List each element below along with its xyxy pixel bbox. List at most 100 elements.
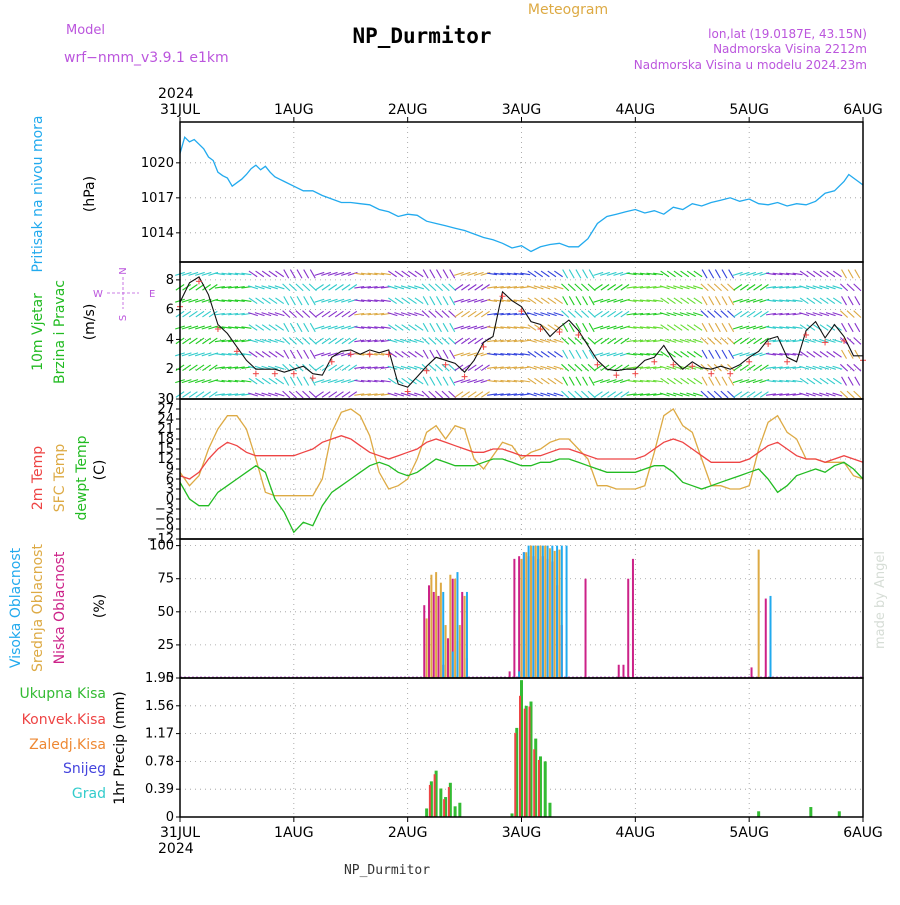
wind-barb bbox=[752, 325, 763, 330]
wind-barb bbox=[474, 337, 484, 345]
y-tick-label: 0 bbox=[166, 671, 174, 686]
wind-barb bbox=[540, 312, 551, 317]
wind-barb bbox=[341, 271, 351, 276]
wind-barb bbox=[407, 351, 417, 358]
wind-barb bbox=[328, 391, 338, 398]
cloud-bar bbox=[584, 578, 587, 678]
cloud-bar bbox=[537, 545, 540, 678]
wind-barb bbox=[467, 364, 477, 372]
cloud-bar bbox=[432, 591, 435, 678]
wind-barb bbox=[268, 365, 278, 370]
wind-barb bbox=[289, 349, 296, 359]
wind-barb bbox=[613, 337, 623, 345]
wind-barb bbox=[733, 364, 743, 372]
wind-barb bbox=[659, 392, 670, 397]
wind-barb bbox=[296, 322, 303, 333]
temp-side-label-2: SFC Temp bbox=[52, 444, 68, 513]
wind-barb bbox=[534, 297, 544, 304]
wind-barb bbox=[708, 296, 715, 306]
wind-barb bbox=[680, 351, 690, 358]
wind-barb bbox=[646, 312, 657, 316]
wind-barb bbox=[283, 296, 290, 306]
wind-barb bbox=[360, 272, 371, 276]
wind-barb bbox=[500, 379, 511, 383]
wind-barb bbox=[309, 269, 316, 279]
wind-barb bbox=[606, 379, 617, 384]
wind-barb bbox=[533, 338, 544, 343]
wind-barb bbox=[401, 324, 411, 331]
wind-barb bbox=[354, 326, 365, 329]
cloud-bar bbox=[442, 591, 445, 678]
wind-barb bbox=[407, 297, 417, 304]
wind-barb bbox=[620, 337, 630, 345]
wind-barb bbox=[600, 310, 610, 318]
wind-barb bbox=[181, 271, 192, 276]
wind-barb bbox=[254, 285, 265, 290]
wind-barb bbox=[588, 349, 595, 359]
wind-barb bbox=[354, 339, 365, 343]
wind-barb bbox=[554, 324, 563, 331]
wind-barb bbox=[701, 322, 708, 333]
wind-barb bbox=[274, 392, 285, 397]
wind-barb bbox=[813, 297, 822, 304]
wind-barb bbox=[679, 338, 690, 343]
precip-bar bbox=[538, 756, 542, 817]
cloud-bar bbox=[522, 552, 525, 678]
wind-barb bbox=[540, 297, 550, 304]
wind-barb bbox=[414, 351, 424, 358]
wind-barb bbox=[188, 391, 198, 398]
wind-barb bbox=[314, 325, 325, 330]
cloud-bar bbox=[458, 625, 461, 678]
wind-barb bbox=[626, 272, 637, 276]
wind-barb bbox=[467, 284, 477, 291]
wind-barb bbox=[394, 270, 404, 278]
wind-barb bbox=[819, 351, 829, 358]
wind-barb bbox=[341, 364, 351, 372]
wind-barb bbox=[254, 338, 265, 343]
x-tick-label-bottom: 2AUG bbox=[388, 825, 428, 841]
wind-barb bbox=[474, 310, 484, 318]
wind-barb bbox=[593, 310, 603, 318]
wind-barb bbox=[461, 364, 470, 372]
x-tick-label-top: 31JUL bbox=[160, 102, 200, 118]
wind-barb bbox=[221, 339, 232, 343]
footer-station-name: NP_Durmitor bbox=[344, 863, 430, 878]
wind-barb bbox=[785, 339, 796, 343]
station-title: NP_Durmitor bbox=[352, 24, 491, 48]
wind-barb bbox=[600, 284, 610, 291]
wind-barb bbox=[401, 377, 411, 385]
wind-barb bbox=[374, 312, 385, 316]
wind-barb bbox=[388, 270, 397, 278]
wind-barb bbox=[268, 392, 278, 397]
wind-barb bbox=[367, 326, 378, 329]
wind-barb bbox=[759, 310, 769, 318]
wind-barb bbox=[825, 392, 836, 397]
wind-barb bbox=[296, 296, 303, 306]
wind-barb bbox=[805, 365, 816, 370]
cloud-bar bbox=[553, 550, 556, 678]
wind-barb bbox=[296, 269, 303, 279]
wind-barb bbox=[268, 324, 278, 331]
wind-barb bbox=[673, 365, 683, 370]
cloud-bar bbox=[513, 558, 516, 678]
wind-barb bbox=[261, 351, 271, 358]
watermark: made by Angel bbox=[873, 551, 888, 649]
wind-barb bbox=[554, 377, 563, 385]
wind-barb bbox=[746, 310, 756, 318]
wind-barb bbox=[221, 286, 232, 289]
wind-barb bbox=[626, 312, 637, 316]
wind-barb bbox=[201, 325, 212, 330]
wind-barb bbox=[779, 272, 790, 276]
wind-barb bbox=[728, 322, 735, 333]
wind-barb bbox=[568, 349, 575, 359]
wind-barb bbox=[659, 365, 670, 370]
wind-barb bbox=[588, 269, 595, 279]
wind-barb bbox=[289, 376, 296, 386]
precip-bar bbox=[543, 761, 547, 817]
wind-barb bbox=[728, 269, 735, 279]
wind-barb bbox=[467, 298, 478, 303]
wind-barb bbox=[841, 296, 847, 306]
cloud-bar bbox=[560, 545, 563, 678]
wind-barb bbox=[429, 269, 436, 279]
